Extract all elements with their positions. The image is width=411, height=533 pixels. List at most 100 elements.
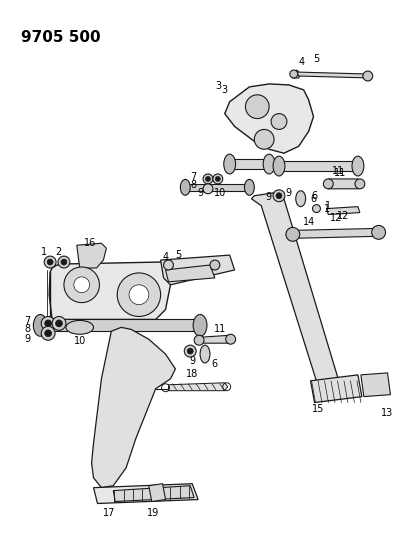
Polygon shape xyxy=(161,255,235,285)
Text: 5: 5 xyxy=(313,54,320,64)
Circle shape xyxy=(45,320,52,327)
Circle shape xyxy=(61,259,67,265)
Text: 13: 13 xyxy=(381,408,394,418)
Text: 3: 3 xyxy=(216,81,222,91)
Text: 12: 12 xyxy=(337,211,349,221)
Polygon shape xyxy=(92,327,175,488)
Ellipse shape xyxy=(245,180,254,195)
Circle shape xyxy=(41,326,55,340)
Ellipse shape xyxy=(200,345,210,363)
Text: 9: 9 xyxy=(286,188,292,198)
Polygon shape xyxy=(77,243,106,268)
Text: 9: 9 xyxy=(24,334,30,344)
Circle shape xyxy=(129,285,149,304)
Circle shape xyxy=(271,114,287,130)
Text: 9: 9 xyxy=(189,356,195,366)
Text: 9: 9 xyxy=(197,188,203,198)
Text: 1: 1 xyxy=(325,200,331,211)
Text: 3: 3 xyxy=(222,85,228,95)
Circle shape xyxy=(210,260,220,270)
Circle shape xyxy=(276,193,282,199)
Circle shape xyxy=(245,95,269,118)
Circle shape xyxy=(117,273,161,317)
Polygon shape xyxy=(94,484,198,504)
Circle shape xyxy=(203,174,213,184)
Ellipse shape xyxy=(33,314,47,336)
Polygon shape xyxy=(113,486,194,502)
Polygon shape xyxy=(252,193,340,394)
Text: 6: 6 xyxy=(312,191,318,201)
Circle shape xyxy=(226,334,236,344)
Text: 11: 11 xyxy=(214,325,226,334)
Circle shape xyxy=(312,205,321,213)
Circle shape xyxy=(55,320,62,327)
Polygon shape xyxy=(169,383,228,391)
Circle shape xyxy=(164,260,173,270)
Polygon shape xyxy=(291,70,301,78)
Polygon shape xyxy=(185,184,249,191)
Polygon shape xyxy=(297,72,370,78)
Polygon shape xyxy=(225,84,314,153)
Polygon shape xyxy=(166,265,215,282)
Text: 9705 500: 9705 500 xyxy=(21,30,100,45)
Ellipse shape xyxy=(296,191,306,207)
Text: 9: 9 xyxy=(265,192,271,201)
Text: 6: 6 xyxy=(212,359,218,369)
Text: 16: 16 xyxy=(83,238,96,248)
Circle shape xyxy=(187,348,193,354)
Text: 12: 12 xyxy=(330,213,342,222)
Text: 1: 1 xyxy=(41,247,47,257)
Text: 11: 11 xyxy=(332,166,344,176)
Text: 5: 5 xyxy=(175,250,182,260)
Circle shape xyxy=(273,190,285,201)
Text: 7: 7 xyxy=(190,172,196,182)
Circle shape xyxy=(254,130,274,149)
Circle shape xyxy=(194,335,204,345)
Ellipse shape xyxy=(263,154,275,174)
Text: 10: 10 xyxy=(214,188,226,198)
Polygon shape xyxy=(49,262,173,319)
Circle shape xyxy=(372,225,386,239)
Polygon shape xyxy=(326,207,360,215)
Circle shape xyxy=(323,179,333,189)
Circle shape xyxy=(41,317,55,330)
Text: 19: 19 xyxy=(147,508,159,519)
Polygon shape xyxy=(230,159,269,169)
Polygon shape xyxy=(328,179,363,189)
Polygon shape xyxy=(361,373,390,397)
Circle shape xyxy=(290,70,298,78)
Ellipse shape xyxy=(273,156,285,176)
Circle shape xyxy=(44,256,56,268)
Ellipse shape xyxy=(352,156,364,176)
Text: 14: 14 xyxy=(302,217,315,228)
Text: 2: 2 xyxy=(55,247,61,257)
Circle shape xyxy=(355,179,365,189)
Text: 4: 4 xyxy=(299,57,305,67)
Circle shape xyxy=(47,259,53,265)
Ellipse shape xyxy=(224,154,236,174)
Circle shape xyxy=(74,277,90,293)
Circle shape xyxy=(363,71,373,81)
Circle shape xyxy=(213,174,223,184)
Text: 8: 8 xyxy=(190,180,196,190)
Circle shape xyxy=(286,228,300,241)
Text: 10: 10 xyxy=(74,336,86,346)
Polygon shape xyxy=(173,262,217,270)
Ellipse shape xyxy=(193,314,207,336)
Polygon shape xyxy=(292,229,381,238)
Ellipse shape xyxy=(66,320,94,334)
Polygon shape xyxy=(40,319,200,332)
Text: 17: 17 xyxy=(103,508,115,519)
Circle shape xyxy=(64,267,99,303)
Text: 8: 8 xyxy=(24,325,30,334)
Circle shape xyxy=(206,176,210,181)
Text: 11: 11 xyxy=(334,168,346,178)
Text: 7: 7 xyxy=(24,317,30,326)
Circle shape xyxy=(45,330,52,337)
Polygon shape xyxy=(279,161,358,171)
Circle shape xyxy=(184,345,196,357)
Text: 15: 15 xyxy=(312,403,325,414)
Text: 1: 1 xyxy=(324,204,330,214)
Circle shape xyxy=(215,176,220,181)
Circle shape xyxy=(52,317,66,330)
